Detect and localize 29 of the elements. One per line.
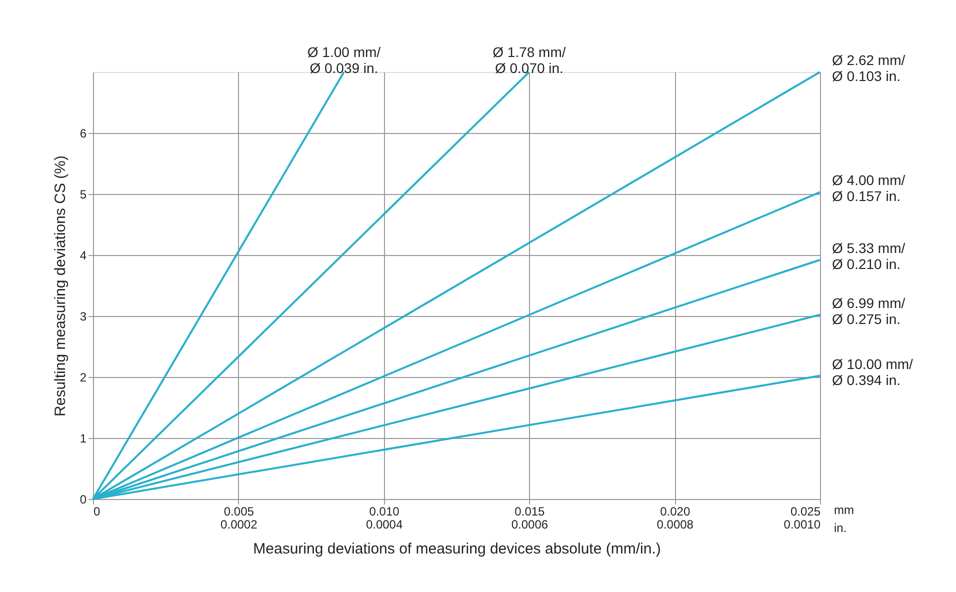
y-tick-label: 2 bbox=[80, 370, 87, 384]
y-axis-title: Resulting measuring deviations CS (%) bbox=[52, 156, 69, 416]
series-label: Ø 4.00 mm/ Ø 0.157 in. bbox=[832, 172, 906, 204]
x-tick-label: 0.025 bbox=[790, 504, 821, 518]
x-tick-label: 0.010 bbox=[369, 504, 400, 518]
series-label: Ø 10.00 mm/ Ø 0.394 in. bbox=[832, 356, 914, 388]
series-label: Ø 1.78 mm/ Ø 0.070 in. bbox=[492, 44, 566, 76]
series-label: Ø 2.62 mm/ Ø 0.103 in. bbox=[832, 52, 906, 84]
text: mm bbox=[834, 503, 854, 517]
x2-tick-label: 0.0002 bbox=[220, 518, 258, 532]
series-label: Ø 1.00 mm/ Ø 0.039 in. bbox=[307, 44, 381, 76]
y-tick-label: 6 bbox=[80, 126, 87, 140]
text: in. bbox=[834, 521, 847, 535]
x2-tick-label: 0.0010 bbox=[784, 518, 821, 532]
x2-tick-label: 0.0004 bbox=[366, 518, 403, 532]
y-tick-label: 4 bbox=[80, 248, 87, 262]
y-tick-label: 1 bbox=[80, 432, 87, 446]
x2-tick-label: 0.0006 bbox=[511, 518, 548, 532]
x-axis-title: Measuring deviations of measuring devices absolute (mm/in.) bbox=[253, 540, 661, 558]
y-tick-label: 0 bbox=[80, 492, 87, 506]
x-tick-label: 0.020 bbox=[660, 504, 690, 518]
series-label: Ø 5.33 mm/ Ø 0.210 in. bbox=[832, 240, 906, 272]
x-tick-label: 0 bbox=[94, 504, 100, 518]
x2-tick-label: 0.0008 bbox=[656, 518, 694, 532]
series-label: Ø 6.99 mm/ Ø 0.275 in. bbox=[832, 294, 906, 327]
y-tick-label: 5 bbox=[80, 188, 87, 202]
y-tick-label: 3 bbox=[80, 310, 87, 324]
x-tick-label: 0.005 bbox=[224, 504, 254, 518]
x-tick-label: 0.015 bbox=[514, 504, 546, 518]
